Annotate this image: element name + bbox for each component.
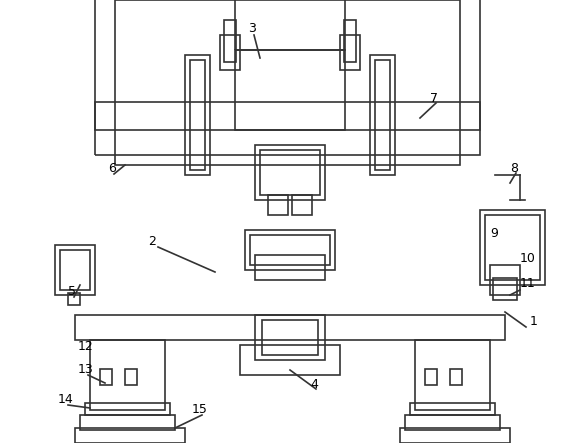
Bar	[370, 55, 395, 175]
Bar	[493, 278, 517, 300]
Bar	[344, 20, 356, 62]
Text: 13: 13	[78, 363, 94, 376]
Bar	[415, 340, 490, 410]
Text: 6: 6	[108, 162, 116, 175]
Bar	[75, 428, 185, 443]
Text: 9: 9	[490, 227, 498, 240]
Bar	[240, 345, 340, 375]
Text: 1: 1	[530, 315, 538, 328]
Bar	[185, 55, 210, 175]
Bar	[260, 150, 320, 195]
Text: 12: 12	[78, 340, 94, 353]
Text: 11: 11	[520, 277, 536, 290]
Bar	[245, 230, 335, 270]
Text: 5: 5	[68, 285, 76, 298]
Bar	[90, 340, 165, 410]
Text: 14: 14	[58, 393, 74, 406]
Text: 3: 3	[248, 22, 256, 35]
Text: 4: 4	[310, 378, 318, 391]
Text: 15: 15	[192, 403, 208, 416]
Bar	[235, 0, 345, 50]
Bar	[425, 369, 437, 385]
Bar	[100, 369, 112, 385]
Bar	[75, 315, 505, 340]
Bar	[95, 0, 480, 155]
Bar	[450, 369, 462, 385]
Bar	[405, 415, 500, 430]
Bar	[340, 35, 360, 70]
Bar	[480, 210, 545, 285]
Text: 8: 8	[510, 162, 518, 175]
Bar	[80, 415, 175, 430]
Bar	[375, 60, 390, 170]
Bar	[410, 403, 495, 415]
Bar	[125, 369, 137, 385]
Bar	[268, 195, 288, 215]
Bar	[224, 20, 236, 62]
Bar	[485, 215, 540, 280]
Bar	[85, 403, 170, 415]
Bar	[68, 293, 80, 305]
Bar	[255, 255, 325, 280]
Bar	[250, 235, 330, 265]
Bar	[490, 265, 520, 295]
Bar	[115, 0, 460, 165]
Bar	[235, 50, 345, 130]
Text: 2: 2	[148, 235, 156, 248]
Bar	[400, 428, 510, 443]
Bar	[255, 145, 325, 200]
Bar	[255, 315, 325, 360]
Bar	[262, 320, 318, 355]
Bar	[95, 102, 480, 130]
Text: 7: 7	[430, 92, 438, 105]
Bar	[292, 195, 312, 215]
Bar	[190, 60, 205, 170]
Text: 10: 10	[520, 252, 536, 265]
Bar	[55, 245, 95, 295]
Bar	[60, 250, 90, 290]
Bar	[220, 35, 240, 70]
